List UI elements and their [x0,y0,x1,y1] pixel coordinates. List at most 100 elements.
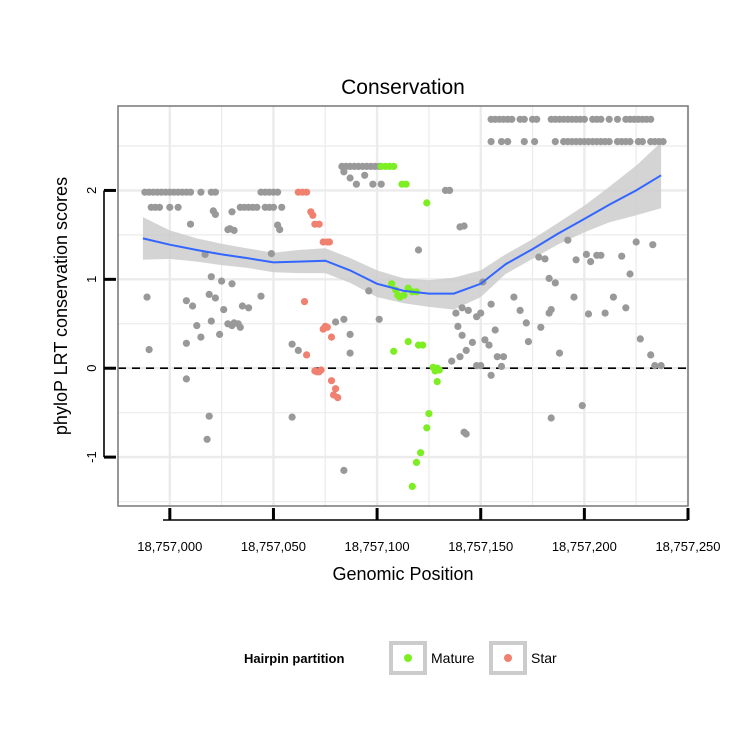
data-point-mature [417,449,425,457]
data-point-none [551,279,559,287]
data-point-none [504,138,512,146]
data-point-none [651,362,659,370]
data-point-none [414,246,423,254]
data-point-none [340,315,348,323]
data-point-mature [433,378,441,386]
data-point-none [531,138,539,146]
data-point-none [464,306,472,314]
data-point-star [325,238,333,246]
data-point-none [587,258,595,266]
y-tick-label: 1 [84,276,99,283]
data-point-none [491,326,499,334]
data-point-none [626,270,634,278]
y-tick-label: 2 [84,187,99,194]
data-point-mature [423,424,431,432]
data-point-mature [404,338,412,346]
x-axis-title: Genomic Position [332,564,473,584]
data-point-none [462,430,470,438]
panel-border [117,105,689,507]
data-point-none [230,226,238,234]
data-point-none [582,250,591,258]
data-point-none [499,353,508,361]
data-point-star [309,211,317,219]
x-tick-label: 18,757,200 [552,539,617,554]
data-point-none [551,138,559,146]
data-point-none [647,115,655,123]
data-point-mature [390,347,398,355]
data-point-none [613,115,622,123]
data-point-none [361,171,369,179]
data-point-none [205,412,213,420]
y-tick-label: 0 [84,365,99,372]
data-point-none [460,222,468,230]
data-point-none [276,226,284,234]
data-point-none [510,293,518,301]
data-point-none [294,346,302,354]
data-point-none [636,335,644,343]
data-point-none [545,274,553,282]
panel-background [118,106,688,506]
data-point-none [516,306,524,314]
data-point-mature [419,341,427,349]
data-point-none [601,309,609,317]
data-point-none [377,180,385,188]
data-point-none [578,402,586,410]
data-point-star [323,323,331,331]
data-point-none [618,252,626,260]
data-point-star [300,298,309,306]
smooth-trend-line [142,174,662,295]
data-point-none [236,323,244,331]
data-point-none [365,287,373,295]
data-point-mature [425,410,433,418]
data-point-none [626,138,634,146]
data-point-star [334,394,342,402]
data-point-none [375,315,383,323]
data-point-star [317,366,325,374]
data-point-none [448,357,456,365]
data-point-none [477,362,485,370]
data-point-none [186,188,195,196]
data-point-none [572,256,580,264]
data-point-none [632,238,640,246]
data-point-mature [435,366,443,374]
plot-panel [117,105,690,507]
data-point-none [622,304,630,312]
data-point-none [207,273,215,281]
confidence-ribbon [142,142,662,310]
data-point-none [473,313,481,321]
data-point-none [228,280,236,288]
data-point-none [205,290,213,298]
data-point-none [174,203,182,211]
data-point-star [303,188,311,196]
data-point-none [493,353,501,361]
data-point-none [485,341,493,349]
data-point-none [211,210,219,218]
data-point-none [182,375,190,383]
data-point-none [555,349,564,357]
x-tick-label: 18,757,250 [655,539,720,554]
data-point-none [340,168,348,176]
data-points [141,115,667,490]
data-point-none [454,322,462,330]
data-point-none [245,304,253,312]
data-point-none [228,208,236,216]
data-point-none [369,180,377,188]
data-point-none [497,362,506,370]
data-point-none [182,339,190,347]
legend-label-mature: Mature [431,650,475,666]
data-point-none [458,304,466,312]
data-point-none [520,115,528,123]
data-point-none [468,338,476,346]
data-point-none [340,466,348,474]
data-point-mature [412,458,421,466]
data-point-none [649,241,657,249]
data-point-none [224,226,232,234]
data-point-none [524,338,533,346]
data-point-none [332,318,340,326]
data-point-none [522,319,530,327]
data-point-none [166,203,174,211]
data-point-none [346,174,354,182]
data-point-star [332,385,340,393]
data-point-mature [400,291,408,299]
data-point-none [346,330,354,338]
